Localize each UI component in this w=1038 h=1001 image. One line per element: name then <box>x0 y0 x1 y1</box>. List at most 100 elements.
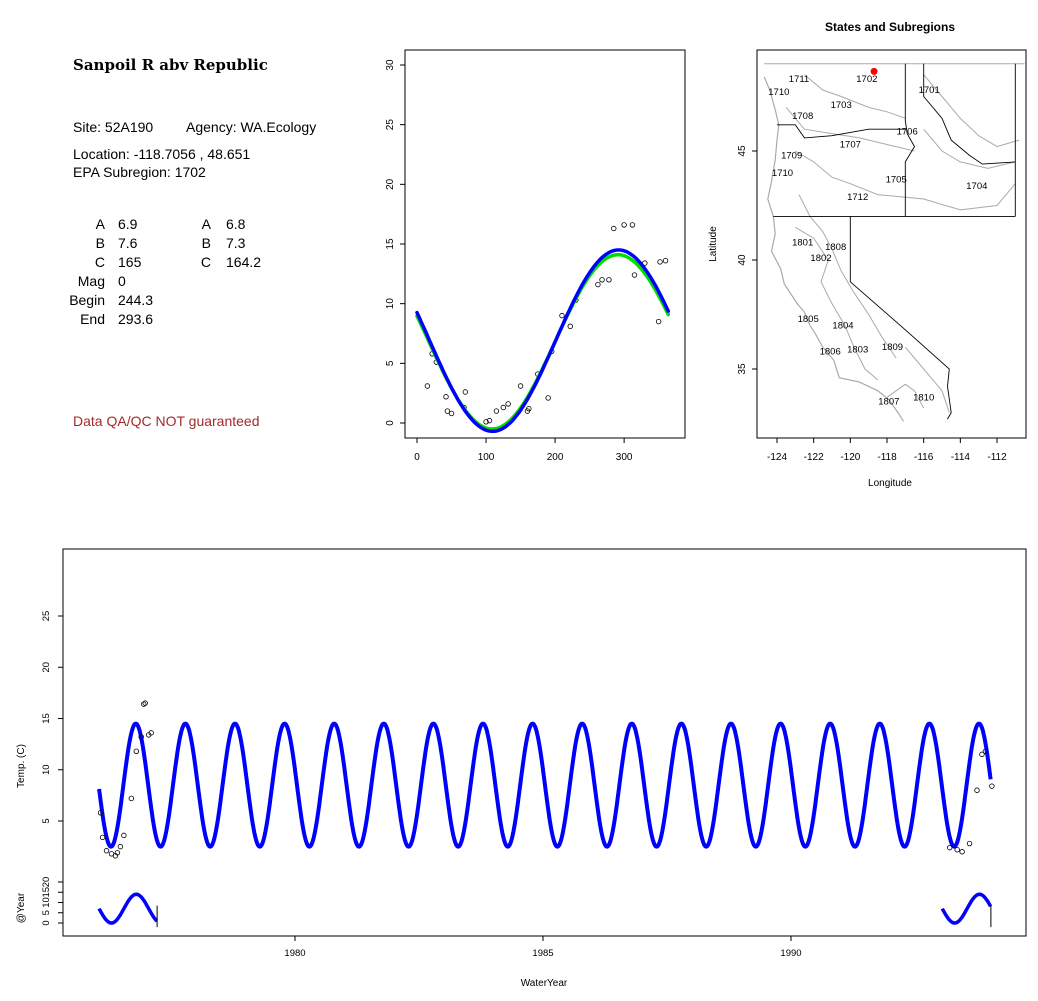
param-right-label: C <box>200 254 211 270</box>
seasonal-y-tick-label: 25 <box>385 119 396 131</box>
seasonal-point <box>505 401 511 407</box>
seasonal-point <box>486 417 493 424</box>
map-x-tick-label: -116 <box>914 452 934 463</box>
map-title: States and Subregions <box>825 20 955 34</box>
subregion-boundary <box>804 74 906 119</box>
timeseries-point <box>133 748 139 754</box>
seasonal-fit-green <box>415 252 671 431</box>
subregion-label: 1710 <box>772 168 793 179</box>
subregion-label: 1705 <box>886 174 907 185</box>
seasonal-point <box>662 258 669 264</box>
map-y-tick-label: 45 <box>737 145 748 157</box>
location: Location: -118.7056 , 48.651 <box>73 146 251 162</box>
agency: Agency: WA.Ecology <box>186 119 317 135</box>
subregion-label: 1804 <box>832 320 853 331</box>
state-border <box>849 216 952 420</box>
map-y-tick-label: 40 <box>737 254 748 266</box>
map-x-tick-label: -118 <box>877 452 897 463</box>
year-y-tick-label: 20 <box>41 877 52 888</box>
timeseries-point <box>128 795 135 802</box>
timeseries-point <box>103 848 110 854</box>
subregion-label: 1809 <box>882 342 903 353</box>
seasonal-point <box>493 408 500 414</box>
subregion-label: 1704 <box>966 181 987 192</box>
seasonal-point <box>443 394 449 400</box>
subregion-label: 1709 <box>781 150 802 161</box>
state-border <box>923 63 1016 165</box>
timeseries-point <box>117 843 124 850</box>
subregion-label: 1707 <box>840 139 861 150</box>
map-x-tick-label: -114 <box>951 452 971 463</box>
timeseries-y-tick-label: 15 <box>41 713 52 724</box>
map-frame <box>756 49 1027 439</box>
timeseries-point <box>148 730 154 736</box>
subregion-boundary <box>785 107 915 152</box>
seasonal-x-tick-label: 100 <box>478 452 495 463</box>
state-border <box>777 124 906 139</box>
map-x-tick-label: -112 <box>987 452 1007 463</box>
seasonal-y-tick-label: 10 <box>385 298 396 310</box>
seasonal-point <box>606 277 612 283</box>
coastline <box>763 76 905 422</box>
subregion-boundary <box>795 226 879 381</box>
seasonal-point <box>462 389 469 395</box>
seasonal-x-tick-label: 300 <box>616 452 633 463</box>
timeseries-x-label: WaterYear <box>521 978 568 989</box>
seasonal-fit-blue <box>415 248 671 434</box>
seasonal-point <box>424 383 431 389</box>
param-right-label: B <box>201 235 211 251</box>
subregion-label: 1802 <box>810 253 831 264</box>
timeseries-x-tick-label: 1980 <box>284 948 305 959</box>
timeseries-point <box>959 849 965 855</box>
map-x-tick-label: -124 <box>767 452 787 463</box>
timeseries-point <box>982 748 989 754</box>
subregion-label: 1702 <box>856 74 877 85</box>
seasonal-x-tick-label: 0 <box>414 452 420 463</box>
seasonal-point <box>629 222 636 228</box>
param-left-value: 6.9 <box>118 216 138 232</box>
year-y-tick-label: 15 <box>41 887 52 898</box>
subregion-label: 1810 <box>913 392 934 403</box>
timeseries-y-label: Temp. (C) <box>16 744 27 788</box>
seasonal-point <box>526 405 532 412</box>
timeseries-y-tick-label: 10 <box>41 764 52 775</box>
map-y-tick-label: 35 <box>737 363 748 375</box>
seasonal-point <box>559 312 565 319</box>
subregion-boundary <box>795 150 1016 211</box>
param-left-label: B <box>95 235 105 251</box>
timeseries-point <box>142 700 148 706</box>
state-border <box>904 63 916 217</box>
subregion-boundary <box>923 128 1016 169</box>
timeseries-y-tick-label: 20 <box>41 662 52 673</box>
qa-note: Data QA/QC NOT guaranteed <box>73 413 260 429</box>
timeseries-point <box>947 844 953 851</box>
seasonal-y-tick-label: 5 <box>385 360 396 366</box>
timeseries-point <box>138 734 144 740</box>
timeseries-point <box>114 850 121 856</box>
timeseries-point <box>954 847 960 853</box>
subregion-boundary <box>923 74 1020 148</box>
timeseries-frame <box>62 548 1027 937</box>
seasonal-point <box>599 277 605 283</box>
subregion-boundary <box>904 346 950 413</box>
subregion-label: 1807 <box>878 397 899 408</box>
seasonal-point <box>655 318 662 325</box>
param-left-label: End <box>80 311 105 327</box>
timeseries-point <box>974 787 980 793</box>
timeseries-y-tick-label: 25 <box>41 611 52 622</box>
seasonal-point <box>483 419 489 425</box>
timeseries-point <box>99 834 106 841</box>
seasonal-point <box>517 383 524 389</box>
year-y-tick-label: 0 <box>41 920 52 925</box>
seasonal-point <box>545 395 551 401</box>
timeseries-point <box>121 832 127 839</box>
timeseries-point <box>966 840 973 847</box>
param-left-label: Begin <box>69 292 105 308</box>
seasonal-point <box>621 222 627 228</box>
seasonal-point <box>595 281 601 288</box>
seasonal-y-tick-label: 30 <box>385 59 396 71</box>
param-right-label: A <box>201 216 211 232</box>
param-right-value: 164.2 <box>226 254 262 270</box>
seasonal-y-tick-label: 20 <box>385 178 396 190</box>
